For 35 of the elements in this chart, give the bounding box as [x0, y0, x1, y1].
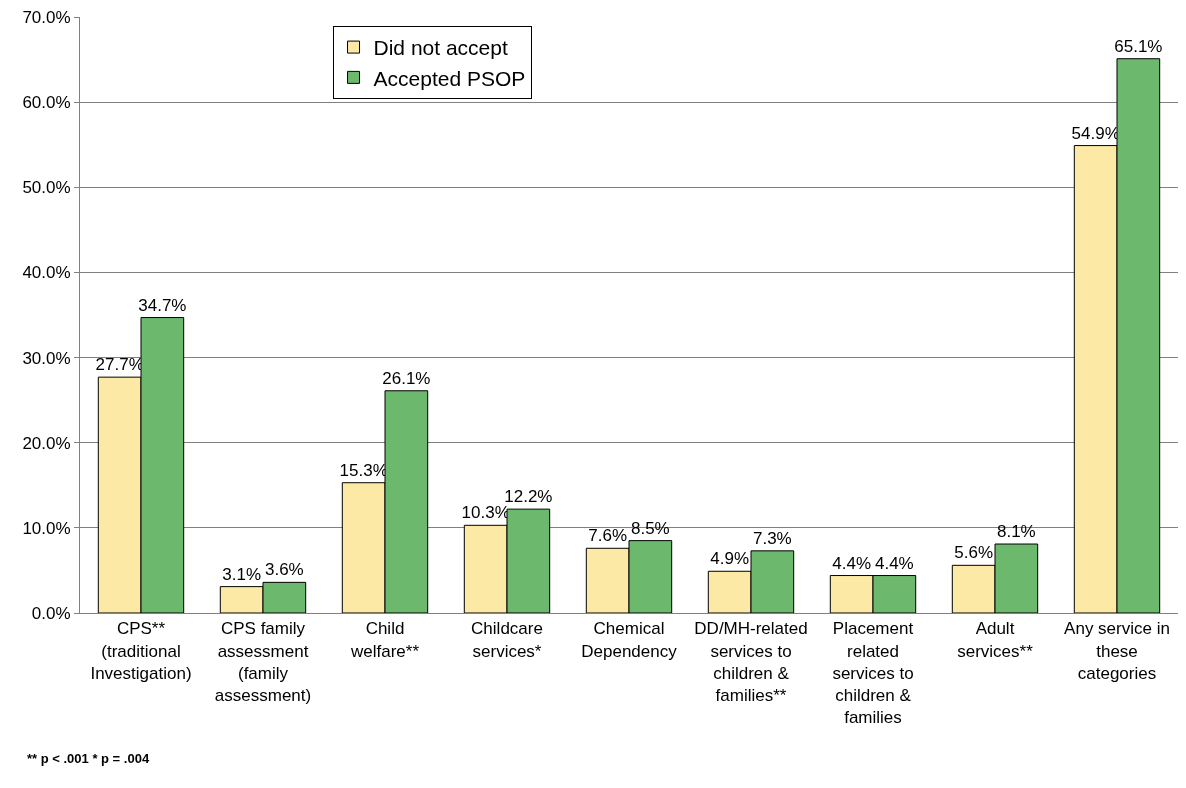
y-tick-label: 0.0%	[31, 603, 71, 623]
y-tick-label: 20.0%	[22, 433, 71, 453]
data-label: 3.6%	[264, 560, 304, 580]
data-label: 4.9%	[710, 549, 750, 569]
text: ** p < .001 * p = .004	[27, 751, 150, 766]
data-label: 8.5%	[630, 518, 670, 538]
y-tick-label: 40.0%	[22, 263, 71, 283]
y-tick-label: 70.0%	[22, 7, 71, 27]
data-label: 15.3%	[339, 460, 388, 480]
data-label: 54.9%	[1071, 123, 1120, 143]
x-tick-label: CPS** (traditional Investigation)	[90, 619, 192, 683]
data-label: 65.1%	[1114, 36, 1163, 56]
x-tick-label: Childcare services*	[471, 619, 543, 661]
y-tick-label: 10.0%	[22, 518, 71, 538]
data-label: 4.4%	[874, 553, 914, 573]
legend-label: Did not accept	[373, 36, 508, 60]
data-label: 4.4%	[832, 553, 872, 573]
y-tick-label: 30.0%	[22, 348, 71, 368]
x-tick-label: Any service in these categories	[1064, 619, 1170, 683]
y-tick-label: 60.0%	[22, 93, 71, 113]
x-tick-label: Placement related services to children & families	[832, 619, 914, 727]
data-label: 7.3%	[752, 528, 792, 548]
data-label: 8.1%	[996, 522, 1036, 542]
x-tick-label: CPS family assessment (family assessment)	[214, 619, 312, 705]
legend-label: Accepted PSOP	[373, 66, 526, 90]
data-label: 26.1%	[382, 368, 431, 388]
x-tick-label: Child welfare**	[349, 619, 420, 661]
x-tick-label: Adult services**	[957, 619, 1034, 661]
data-label: 34.7%	[138, 295, 187, 315]
data-label: 7.6%	[588, 526, 628, 546]
x-tick-label: DD/MH-related services to children & families**	[694, 619, 808, 705]
data-label: 5.6%	[954, 543, 994, 563]
y-tick-label: 50.0%	[22, 178, 71, 198]
data-label: 3.1%	[222, 564, 262, 584]
x-tick-label: Chemical Dependency	[581, 619, 678, 661]
